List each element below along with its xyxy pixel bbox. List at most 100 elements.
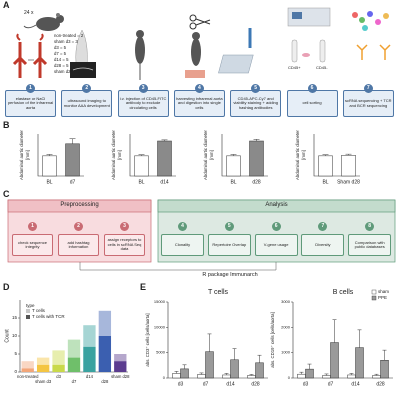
y-axis-label: [mm] <box>25 150 30 160</box>
error-bar <box>307 363 312 370</box>
legend-swatch <box>26 315 30 319</box>
error-bar <box>161 139 168 141</box>
animal-count: 24 x <box>24 10 34 16</box>
step-number: 5 <box>251 84 261 93</box>
chart-title: T cells <box>208 289 229 296</box>
x-tick-label: d14 <box>351 381 360 387</box>
plate-icon <box>218 28 254 74</box>
bar-segment <box>52 364 65 372</box>
y-axis-label: abs. CD3⁺ cells [cells/aorta] <box>145 313 150 366</box>
step-text: Diversity <box>301 234 345 256</box>
error-bar <box>324 373 329 376</box>
bar <box>318 155 333 177</box>
x-tick-label: d28 <box>101 379 109 384</box>
bar-segment <box>52 350 65 365</box>
error-bar <box>199 372 204 375</box>
bar <box>255 362 264 379</box>
error-bar <box>249 374 254 376</box>
scissors-icon <box>189 14 211 30</box>
bar-segment <box>67 339 81 358</box>
ultrasound-icon <box>70 29 96 78</box>
step-number: 6 <box>307 84 317 93</box>
x-tick-label: d7 <box>328 381 334 387</box>
legend-label: sham <box>378 289 389 294</box>
bar <box>180 368 189 379</box>
bar-segment <box>83 325 96 347</box>
error-bar <box>349 373 354 375</box>
x-tick-label: d14 <box>226 381 235 387</box>
step-text: assign receptors to cells in scRNA Seq d… <box>104 234 145 256</box>
step-number: 1 <box>26 84 35 93</box>
x-tick-label: d28 <box>376 381 385 387</box>
bracket <box>79 262 277 271</box>
bar-segment <box>21 368 34 372</box>
error-bar <box>230 154 237 156</box>
legend-title: type <box>26 303 35 308</box>
y-tick-label: 10000 <box>154 324 166 329</box>
error-bar <box>345 153 352 156</box>
step-number: 6 <box>271 222 281 231</box>
step-number: 2 <box>74 222 83 231</box>
step-number: 4 <box>194 84 204 93</box>
y-tick-label: 5000 <box>156 350 166 355</box>
error-bar <box>253 139 260 141</box>
step-box: CD45-APC-Cy7 and viability staining + ad… <box>230 90 282 117</box>
bar-segment <box>83 346 96 372</box>
error-bar <box>332 319 337 343</box>
bar <box>305 368 314 379</box>
y-axis-label: [mm] <box>301 150 306 160</box>
legend-label: T cells with TCR <box>32 314 65 319</box>
bar <box>205 351 214 379</box>
sorter-icon <box>287 7 331 63</box>
bar-segment <box>98 336 112 372</box>
legend-label: PPE <box>378 295 387 300</box>
panel-label: D <box>3 282 10 292</box>
x-tick-label: d7 <box>72 379 77 384</box>
step-text: V-gene usage <box>254 234 298 256</box>
legend-swatch <box>371 289 377 295</box>
x-tick-label: d3 <box>303 381 309 387</box>
legend-swatch <box>26 309 30 313</box>
y-axis-label: Abdominal aortic diameter <box>19 129 24 179</box>
x-tick-label: d28 <box>251 381 260 387</box>
panel-label: C <box>3 189 10 199</box>
panel-label: E <box>140 282 147 292</box>
error-bar <box>138 154 145 156</box>
bar <box>65 143 80 177</box>
x-tick-label: sham d3 <box>35 379 52 384</box>
x-tick-label: sham d28 <box>111 374 130 379</box>
mouse-icon <box>23 13 64 31</box>
y-tick-label: 15000 <box>154 299 166 304</box>
y-axis-label: Abdominal aortic diameter <box>203 129 208 179</box>
step-box: cell sorting <box>286 90 338 117</box>
bar-segment <box>114 361 127 372</box>
y-axis-label: abs. CD19⁺ cells [cells/aorta] <box>270 312 275 368</box>
x-tick-label: d7 <box>203 381 209 387</box>
bar <box>247 375 256 379</box>
panel-label: B <box>3 120 10 130</box>
step-box: i.v. injection of CD45-FITC antibody to … <box>117 90 169 117</box>
group-line: d7 = 5 <box>54 51 67 56</box>
panel-label: A <box>3 0 10 10</box>
chart-title: B cells <box>333 289 354 296</box>
bar <box>197 374 206 379</box>
y-axis-label: Count <box>4 329 10 343</box>
bar <box>230 359 239 379</box>
error-bar <box>357 329 362 348</box>
error-bar <box>374 373 379 376</box>
bar <box>157 140 172 177</box>
step-text: add hashtag information <box>58 234 99 256</box>
error-bar <box>322 154 329 156</box>
error-bar <box>69 138 76 144</box>
section-title: Analysis <box>265 202 288 208</box>
axis <box>292 302 393 379</box>
x-tick-label: Sham d28 <box>337 179 360 185</box>
bar <box>322 375 331 379</box>
step-text: Clonality <box>161 234 204 256</box>
y-tick-label: 10 <box>12 333 18 338</box>
group-line: d3 = 5 <box>54 45 67 50</box>
error-bar <box>299 371 304 375</box>
y-tick-label: 2000 <box>281 324 291 329</box>
bar <box>172 373 181 379</box>
bar <box>134 155 149 177</box>
